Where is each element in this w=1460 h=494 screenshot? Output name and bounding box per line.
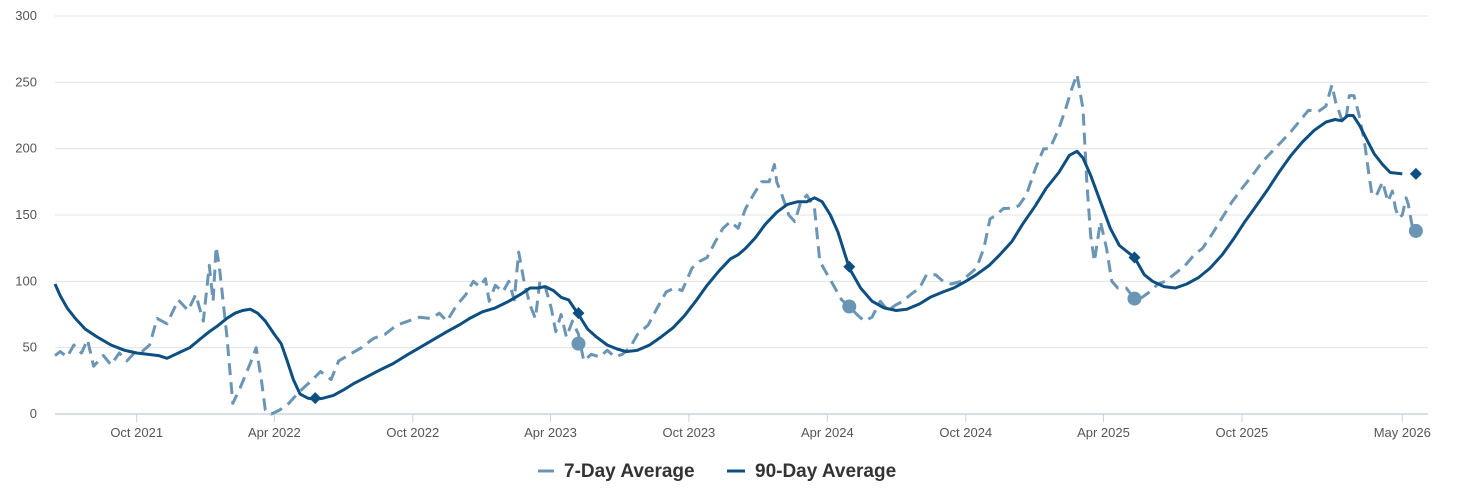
y-tick-label: 50	[23, 340, 37, 355]
marker-90day[interactable]	[309, 392, 322, 405]
legend-label-90day: 90-Day Average	[755, 461, 896, 482]
marker-7day[interactable]	[571, 336, 586, 351]
marker-90day[interactable]	[1128, 251, 1141, 264]
legend[interactable]: 7-Day Average 90-Day Average	[538, 461, 896, 482]
y-axis-ticks: 0 50 100 150 200 250 300	[15, 8, 37, 421]
marker-7day[interactable]	[1127, 291, 1142, 306]
x-tick-label: Apr 2024	[801, 425, 854, 440]
legend-item-90day[interactable]: 90-Day Average	[727, 461, 896, 482]
y-tick-label: 300	[15, 8, 37, 23]
marker-90day[interactable]	[572, 307, 585, 320]
x-tick-label: Apr 2025	[1077, 425, 1130, 440]
x-tick-label: Apr 2023	[524, 425, 577, 440]
x-tick-label: Oct 2024	[939, 425, 992, 440]
series-line-7day	[54, 72, 1418, 416]
x-tick-label: Apr 2022	[248, 425, 301, 440]
x-tick-label: Oct 2022	[386, 425, 439, 440]
marker-90day[interactable]	[1409, 167, 1422, 180]
x-tick-label: Oct 2025	[1216, 425, 1269, 440]
y-tick-label: 200	[15, 141, 37, 156]
y-tick-label: 0	[30, 406, 37, 421]
series-layer	[53, 72, 1418, 416]
grid	[55, 15, 1428, 415]
x-axis-ticks: Oct 2021 Apr 2022 Oct 2022 Apr 2023 Oct 2023…	[110, 414, 1431, 440]
markers	[309, 167, 1423, 405]
x-tick-label: May 2026	[1374, 425, 1431, 440]
series-line-90day	[53, 114, 1403, 401]
marker-90day[interactable]	[843, 260, 856, 273]
y-tick-label: 100	[15, 273, 37, 288]
y-tick-label: 250	[15, 74, 37, 89]
marker-7day[interactable]	[1408, 223, 1423, 238]
legend-item-7day[interactable]: 7-Day Average	[538, 461, 695, 482]
y-tick-label: 150	[15, 207, 37, 222]
legend-label-7day: 7-Day Average	[564, 461, 695, 482]
x-tick-label: Oct 2023	[663, 425, 716, 440]
x-tick-label: Oct 2021	[110, 425, 163, 440]
marker-7day[interactable]	[842, 299, 857, 314]
